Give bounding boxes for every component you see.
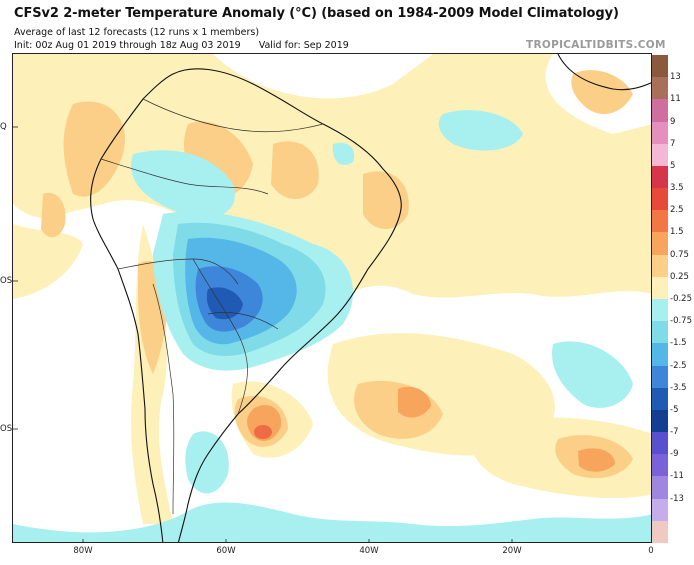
colorbar-swatch — [652, 365, 668, 389]
colorbar-swatch — [652, 498, 668, 522]
colorbar-swatch — [652, 188, 668, 211]
colorbar-label: -0.25 — [670, 294, 692, 304]
anomaly-map-svg — [13, 54, 651, 542]
colorbar-label: -9 — [670, 449, 679, 460]
colorbar-swatch — [652, 343, 668, 367]
colorbar-swatch — [652, 387, 668, 411]
colorbar-label: 13 — [670, 72, 681, 83]
colorbar-swatch — [652, 143, 668, 167]
colorbar-swatch — [652, 121, 668, 145]
colorbar-label: -2.5 — [670, 360, 687, 371]
lat-label-40s: OS — [0, 424, 13, 434]
colorbar-swatch — [652, 520, 668, 544]
forecast-subtitle: Average of last 12 forecasts (12 runs x … — [14, 27, 260, 38]
init-text: Init: 00z Aug 01 2019 through 18z Aug 03… — [14, 40, 241, 51]
colorbar-swatch — [652, 77, 668, 100]
colorbar-label: 9 — [670, 116, 676, 127]
init-valid-line: Init: 00z Aug 01 2019 through 18z Aug 03… — [14, 40, 349, 51]
lon-label-40w: 40W — [359, 546, 379, 556]
colorbar-label: 11 — [670, 94, 681, 105]
colorbar-label: -0.75 — [670, 316, 692, 327]
warm-hot-areas — [254, 425, 272, 439]
colorbar-swatch — [652, 254, 668, 278]
valid-text: Valid for: Sep 2019 — [258, 40, 349, 51]
colorbar-label: 7 — [670, 138, 676, 149]
lat-label-eq: Q — [0, 122, 7, 132]
colorbar-label: 0.25 — [670, 271, 689, 282]
colorbar-label: -1.5 — [670, 338, 687, 349]
africa-coastline — [557, 54, 651, 91]
colorbar-swatch — [652, 409, 668, 433]
colorbar-label: 0.75 — [670, 249, 689, 260]
colorbar-swatch — [652, 55, 668, 78]
lon-label-20w: 20W — [502, 546, 522, 556]
colorbar-label: -5 — [670, 404, 679, 415]
colorbar-swatch — [652, 232, 668, 256]
chart-title: CFSv2 2-meter Temperature Anomaly (°C) (… — [14, 6, 619, 21]
colorbar-swatch — [652, 432, 668, 455]
lon-label-60w: 60W — [216, 546, 236, 556]
lon-label-80w: 80W — [73, 546, 93, 556]
colorbar-swatch — [652, 165, 668, 189]
colorbar-swatch — [652, 321, 668, 344]
colorbar-label: -11 — [670, 471, 684, 482]
colorbar-swatch — [652, 210, 668, 233]
colorbar-swatch — [652, 299, 668, 322]
colorbar-label: -7 — [670, 427, 679, 438]
lon-label-0: 0 — [648, 546, 654, 556]
lat-label-20s: OS — [0, 276, 13, 286]
colorbar-label: 2.5 — [670, 205, 684, 216]
colorbar-swatch — [652, 476, 668, 500]
colorbar-swatch — [652, 276, 668, 300]
cool-deepest-areas — [206, 287, 243, 320]
colorbar-label: -13 — [670, 493, 684, 504]
colorbar-swatch — [652, 454, 668, 477]
colorbar-swatch — [652, 99, 668, 123]
colorbar-label: 3.5 — [670, 183, 684, 194]
map-ticks — [13, 126, 513, 542]
country-borders — [100, 98, 324, 515]
colorbar-label: 1.5 — [670, 227, 684, 238]
brand-watermark[interactable]: TROPICALTIDBITS.COM — [526, 39, 666, 51]
colorbar-label: -3.5 — [670, 382, 687, 393]
anomaly-map — [12, 53, 652, 543]
colorbar-label: 5 — [670, 160, 676, 171]
south-america-coastline — [90, 68, 402, 542]
